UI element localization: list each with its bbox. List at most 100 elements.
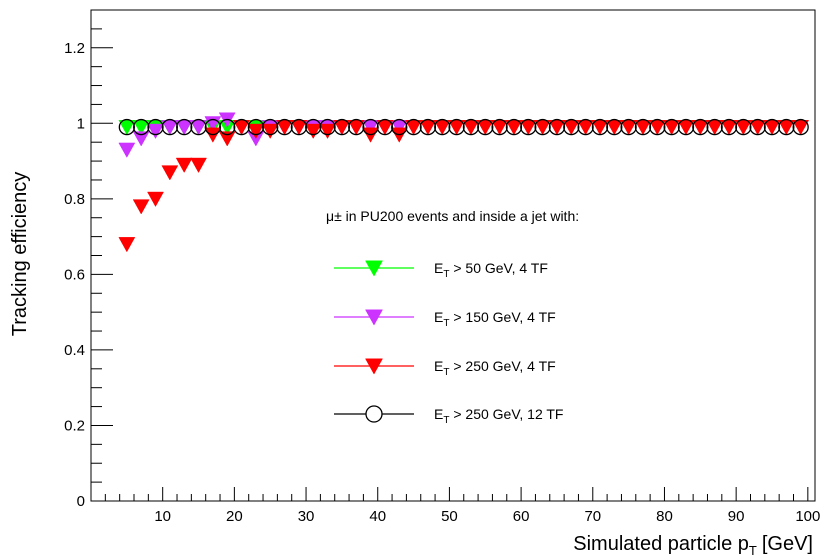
x-tick-label: 40: [369, 508, 386, 525]
data-point: [305, 118, 322, 136]
x-tick-label: 60: [513, 508, 530, 525]
data-point: [548, 120, 566, 136]
data-point: [677, 120, 695, 136]
data-point: [591, 118, 609, 136]
data-point: [606, 118, 623, 136]
data-point: [720, 118, 738, 136]
data-point: [663, 118, 680, 136]
legend-label: ET > 250 GeV, 4 TF: [434, 358, 556, 378]
data-point: [462, 120, 480, 136]
data-point: [448, 118, 465, 136]
data-point: [634, 120, 652, 136]
data-point: [405, 118, 422, 136]
data-point: [348, 118, 365, 136]
data-point: [548, 118, 566, 136]
legend-label-sub: T: [443, 269, 449, 280]
x-tick-label: 70: [584, 508, 601, 525]
data-point: [706, 120, 724, 136]
x-tick-label: 50: [441, 508, 458, 525]
y-tick-label: 0.2: [64, 417, 85, 434]
data-point: [204, 118, 222, 136]
data-point: [691, 120, 709, 136]
data-point: [649, 118, 666, 136]
data-point: [706, 118, 723, 136]
data-point: [534, 120, 552, 136]
data-point: [132, 199, 150, 215]
legend-label: ET > 50 GeV, 4 TF: [434, 260, 548, 280]
data-point: [763, 120, 781, 136]
data-point: [634, 118, 652, 136]
data-point: [534, 118, 551, 136]
data-point: [777, 120, 795, 136]
x-axis-title-sub: T: [749, 543, 757, 558]
legend-marker: [365, 260, 383, 277]
data-point: [147, 118, 164, 136]
data-point: [147, 123, 164, 139]
data-point: [118, 237, 136, 253]
data-point: [505, 120, 523, 136]
legend-label-rest: > 50 GeV, 4 TF: [449, 260, 547, 276]
data-point: [262, 118, 279, 136]
data-point: [677, 118, 695, 136]
y-tick-label: 1: [77, 115, 85, 132]
legend: μ± in PU200 events and inside a jet with…: [326, 208, 579, 426]
data-point: [376, 118, 394, 136]
data-point: [319, 118, 336, 136]
legend-label-main: E: [434, 309, 443, 325]
data-point: [133, 118, 150, 136]
data-point: [233, 120, 250, 136]
legend-label-sub: T: [443, 415, 449, 426]
data-point: [390, 120, 408, 136]
data-point: [491, 118, 508, 136]
data-point: [290, 120, 308, 136]
legend-label: ET > 150 GeV, 4 TF: [434, 309, 556, 329]
data-point: [792, 118, 809, 136]
data-point: [620, 120, 638, 136]
y-tick-label: 0.8: [64, 191, 85, 208]
data-point: [132, 131, 150, 147]
y-tick-label: 0: [77, 493, 85, 510]
data-point: [448, 120, 466, 136]
legend-label-sub: T: [443, 318, 449, 329]
legend-entry-4: ET > 250 GeV, 12 TF: [334, 405, 563, 426]
data-point: [118, 118, 135, 136]
series-3: [118, 120, 810, 253]
data-point: [376, 120, 394, 136]
data-point: [477, 118, 494, 136]
legend-marker: [365, 358, 383, 375]
series-2: [118, 112, 408, 158]
data-point: [362, 118, 379, 136]
data-point: [577, 120, 595, 136]
y-axis-title: Tracking efficiency: [9, 172, 31, 337]
data-point: [290, 118, 308, 136]
data-markers: [118, 112, 810, 253]
data-point: [161, 165, 179, 181]
data-point: [161, 118, 179, 136]
legend-label: ET > 250 GeV, 12 TF: [434, 406, 563, 426]
axis-ticks: 10 20 30 40 50 60 70 80 90 100 0 0.2 0.4 0.6 0.8 1 1.2: [64, 28, 820, 525]
data-point: [648, 120, 666, 136]
x-tick-label: 80: [656, 508, 673, 525]
x-axis-title: Simulated particle pT [GeV]: [573, 533, 813, 558]
legend-label-main: E: [434, 358, 443, 374]
data-point: [620, 118, 637, 136]
data-point: [591, 120, 609, 136]
y-tick-label: 0.6: [64, 266, 85, 283]
data-point: [391, 118, 408, 136]
data-point: [319, 123, 336, 139]
data-point: [434, 118, 451, 136]
data-point: [519, 120, 537, 136]
data-point: [276, 118, 293, 136]
data-point: [405, 120, 422, 136]
data-point: [692, 118, 709, 136]
data-point: [763, 118, 781, 136]
data-point: [219, 118, 236, 136]
x-axis-title-unit: [GeV]: [762, 533, 813, 555]
data-point: [735, 118, 752, 136]
data-point: [118, 120, 136, 136]
data-point: [333, 120, 351, 136]
legend-marker: [365, 405, 383, 423]
data-point: [233, 118, 250, 136]
data-point: [563, 118, 580, 136]
